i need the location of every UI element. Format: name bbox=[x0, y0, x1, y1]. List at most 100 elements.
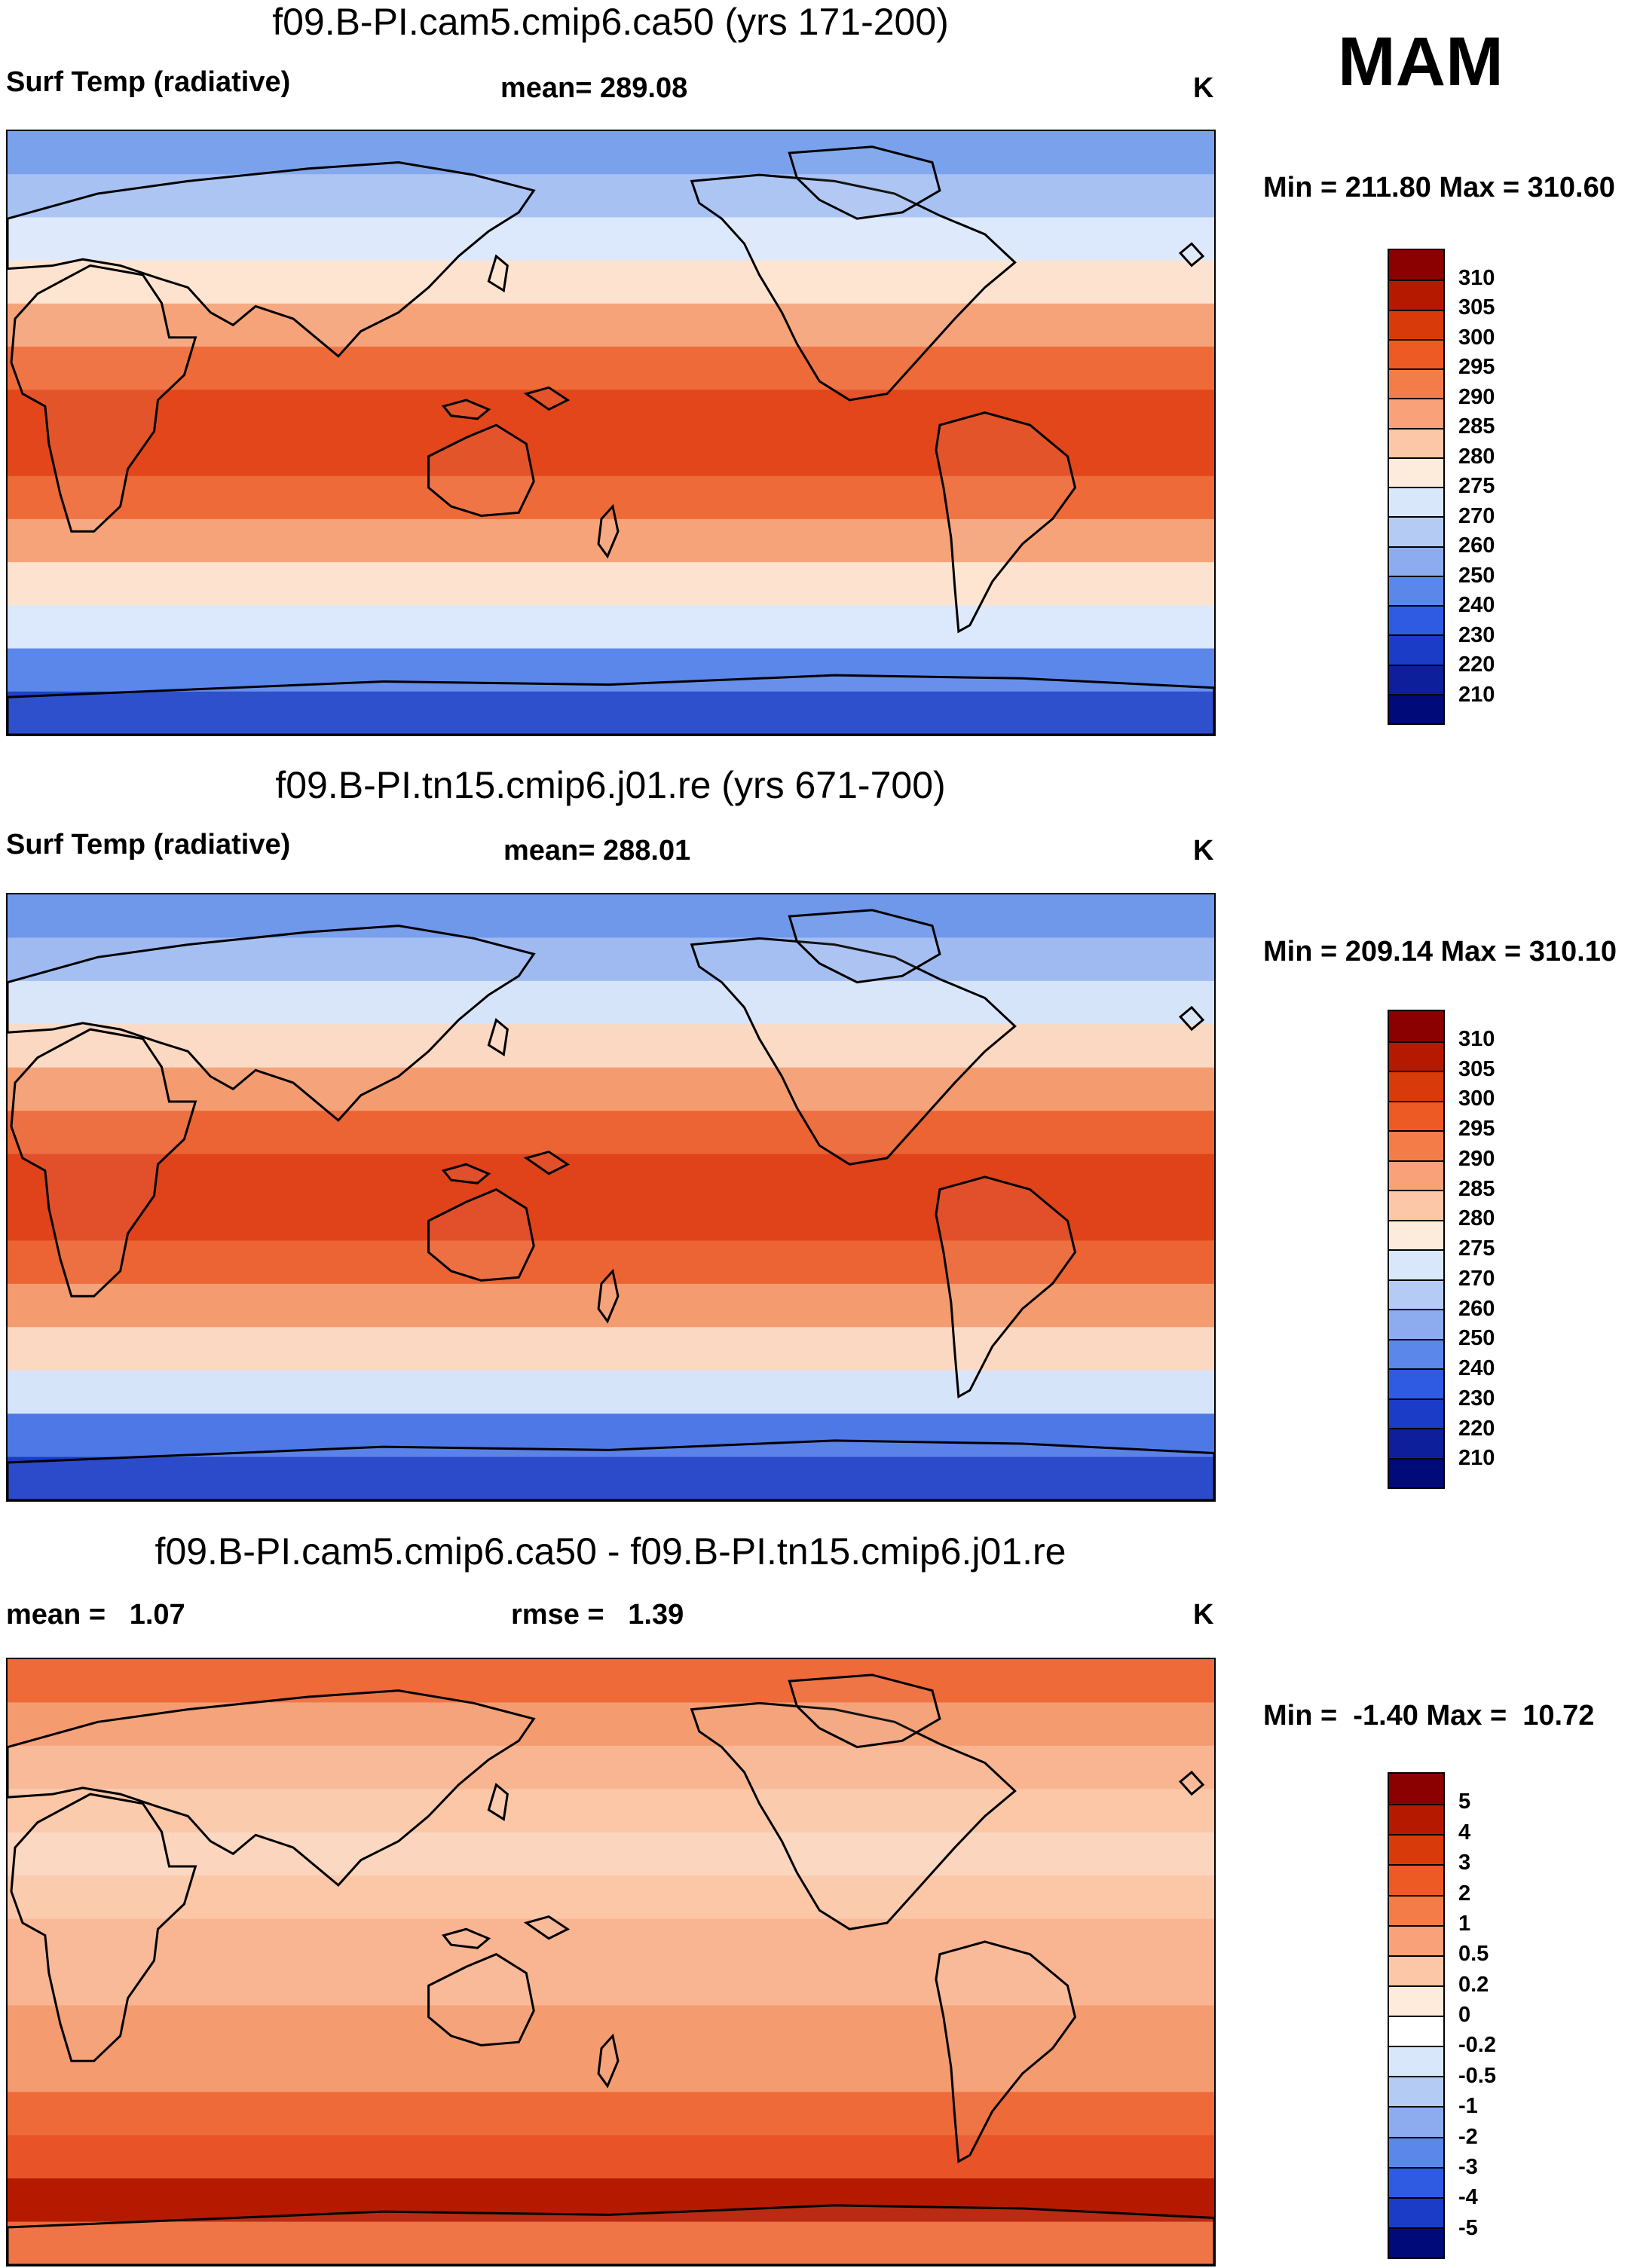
colorbar-tick-label: 280 bbox=[1458, 1206, 1495, 1231]
colorbar-tick-label: 285 bbox=[1458, 414, 1495, 439]
coastline bbox=[789, 910, 940, 983]
colorbar-tick-label: 285 bbox=[1458, 1176, 1495, 1201]
colorbar-tick-label: -5 bbox=[1458, 2215, 1478, 2240]
coastline bbox=[444, 1164, 489, 1183]
panel2-map bbox=[6, 893, 1216, 1502]
colorbar-tick-label: 250 bbox=[1458, 563, 1495, 588]
colorbar-swatch bbox=[1389, 2196, 1443, 2227]
coastlines bbox=[8, 1675, 1214, 2265]
panel3-map-canvas bbox=[8, 1659, 1214, 2265]
colorbar-swatch bbox=[1389, 1249, 1443, 1279]
field-band bbox=[8, 1789, 1214, 1833]
colorbar-tick-label: 0.2 bbox=[1458, 1972, 1489, 1997]
panel3-colorbar bbox=[1388, 1772, 1445, 2259]
coastline bbox=[692, 1703, 1015, 1929]
colorbar-tick-label: -0.2 bbox=[1458, 2033, 1496, 2058]
season-label: MAM bbox=[1338, 23, 1504, 100]
colorbar-swatch bbox=[1389, 1955, 1443, 1985]
colorbar-tick-label: 280 bbox=[1458, 444, 1495, 469]
panel2-mean-label: mean= 288.01 bbox=[503, 835, 691, 867]
colorbar-swatch bbox=[1389, 2016, 1443, 2046]
panel1-title: f09.B-PI.cam5.cmip6.ca50 (yrs 171-200) bbox=[272, 1, 949, 43]
coastline bbox=[692, 938, 1015, 1164]
coastline bbox=[429, 1955, 534, 2046]
colorbar-tick-label: 270 bbox=[1458, 503, 1495, 528]
colorbar-tick-label: -4 bbox=[1458, 2185, 1478, 2210]
field-band bbox=[8, 562, 1214, 607]
colorbar-tick-label: 275 bbox=[1458, 474, 1495, 498]
coastline bbox=[936, 1942, 1076, 2162]
colorbar-swatch bbox=[1389, 664, 1443, 694]
colorbar-tick-label: 260 bbox=[1458, 1296, 1495, 1321]
colorbar-tick-label: 300 bbox=[1458, 1087, 1495, 1111]
field-band bbox=[8, 1240, 1214, 1285]
panel2-variable-label: Surf Temp (radiative) bbox=[6, 829, 291, 860]
colorbar-tick-label: 270 bbox=[1458, 1266, 1495, 1291]
colorbar-tick-label: 230 bbox=[1458, 622, 1495, 647]
field-band bbox=[8, 1197, 1214, 1242]
coastline bbox=[488, 256, 507, 291]
colorbar-swatch bbox=[1389, 1804, 1443, 1835]
colorbar-swatch bbox=[1389, 1279, 1443, 1309]
coastline bbox=[8, 2205, 1214, 2265]
coastline bbox=[598, 1271, 618, 1322]
colorbar-swatch bbox=[1389, 516, 1443, 546]
field-band bbox=[8, 347, 1214, 391]
colorbar-tick-label: 0.5 bbox=[1458, 1942, 1489, 1967]
panel3-units-label: K bbox=[1193, 1599, 1214, 1631]
field-band bbox=[8, 260, 1214, 304]
panel2-units-label: K bbox=[1193, 835, 1214, 867]
field-band bbox=[8, 894, 1214, 939]
panel2-colorbar-ticks: 310 305 300 295 290 285 280 275 270 260 250 240 230 2… bbox=[1458, 1010, 1534, 1489]
colorbar-tick-label: 295 bbox=[1458, 1117, 1495, 1141]
coastline bbox=[429, 425, 534, 515]
colorbar-tick-label: 3 bbox=[1458, 1851, 1471, 1875]
panel1-minmax-label: Min = 211.80 Max = 310.60 bbox=[1263, 172, 1615, 203]
colorbar-swatch bbox=[1389, 1190, 1443, 1220]
colorbar-swatch bbox=[1389, 398, 1443, 428]
colorbar-tick-label: 220 bbox=[1458, 1416, 1495, 1441]
colorbar-tick-label: 0 bbox=[1458, 2003, 1471, 2027]
coastline bbox=[1180, 1772, 1203, 1794]
colorbar-swatch bbox=[1389, 280, 1443, 310]
field-band bbox=[8, 2135, 1214, 2180]
field-band bbox=[8, 1745, 1214, 1790]
colorbar-swatch bbox=[1389, 309, 1443, 339]
colorbar-swatch bbox=[1389, 1100, 1443, 1130]
field-band bbox=[8, 1702, 1214, 1747]
colorbar-swatch bbox=[1389, 605, 1443, 635]
colorbar-swatch bbox=[1389, 1338, 1443, 1368]
panel3-mean-label: mean = 1.07 bbox=[6, 1599, 185, 1631]
field-band bbox=[8, 980, 1214, 1025]
colorbar-swatch bbox=[1389, 368, 1443, 399]
field-band bbox=[8, 2005, 1214, 2049]
colorbar-swatch bbox=[1389, 2076, 1443, 2107]
colorbar-tick-label: 250 bbox=[1458, 1326, 1495, 1351]
colorbar-tick-label: 1 bbox=[1458, 1911, 1471, 1936]
colorbar-tick-label: 2 bbox=[1458, 1881, 1471, 1906]
field-band bbox=[8, 1111, 1214, 1155]
colorbar-tick-label: 210 bbox=[1458, 1446, 1495, 1471]
coastline bbox=[598, 506, 618, 556]
colorbar-swatch bbox=[1389, 250, 1443, 280]
field-band bbox=[8, 2221, 1214, 2265]
colorbar-swatch bbox=[1389, 1924, 1443, 1955]
colorbar-swatch bbox=[1389, 1894, 1443, 1925]
field-band bbox=[8, 691, 1214, 735]
colorbar-tick-label: 295 bbox=[1458, 355, 1495, 379]
field-band bbox=[8, 1370, 1214, 1415]
colorbar-tick-label: 305 bbox=[1458, 295, 1495, 319]
field-band bbox=[8, 1875, 1214, 1920]
field-band bbox=[8, 1659, 1214, 1704]
colorbar-swatch bbox=[1389, 2136, 1443, 2167]
coastlines bbox=[8, 147, 1214, 735]
colorbar-tick-label: -2 bbox=[1458, 2124, 1478, 2149]
coastline bbox=[936, 1177, 1076, 1397]
colorbar-swatch bbox=[1389, 1309, 1443, 1339]
colorbar-swatch bbox=[1389, 1428, 1443, 1458]
coastline bbox=[936, 413, 1076, 632]
panel1-variable-label: Surf Temp (radiative) bbox=[6, 66, 291, 98]
panel2-colorbar bbox=[1388, 1010, 1445, 1489]
coastline bbox=[8, 1691, 534, 1885]
field-band bbox=[8, 1327, 1214, 1371]
